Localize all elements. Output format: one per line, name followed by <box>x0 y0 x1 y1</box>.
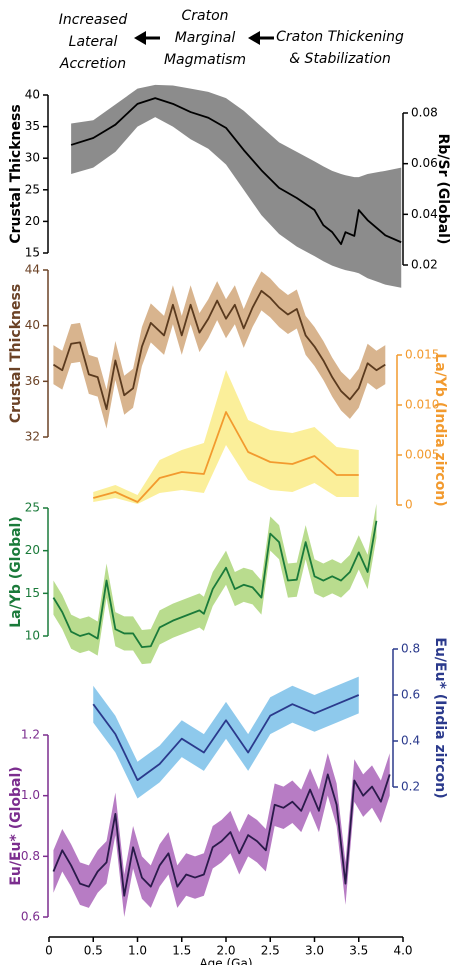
era-annotation: Craton Thickening <box>276 29 404 45</box>
arrow-head <box>134 31 146 45</box>
x-tick-label: 1.0 <box>128 944 147 958</box>
arrow-head <box>248 31 260 45</box>
y-tick-label: 30 <box>25 151 40 165</box>
y-tick-label: 32 <box>25 430 40 444</box>
era-annotation: Magmatism <box>164 52 246 68</box>
y-tick-label: 1.2 <box>21 728 40 742</box>
era-annotation: Lateral <box>69 34 118 50</box>
data-line <box>52 773 391 897</box>
data-line <box>52 289 386 411</box>
y-tick-label: 0.8 <box>401 642 420 656</box>
data-line <box>93 411 359 503</box>
y-tick-label: 20 <box>25 214 40 228</box>
y-tick-label: 0.010 <box>405 398 439 412</box>
y-tick-label: 40 <box>25 88 40 102</box>
axis-label: La/Yb (India zircon) <box>432 353 448 506</box>
uncertainty-band <box>93 676 359 799</box>
y-tick-label: 15 <box>25 586 40 600</box>
era-annotation: Craton <box>181 8 228 24</box>
data-line <box>70 97 402 246</box>
uncertainty-band <box>93 370 359 504</box>
y-tick-label: 35 <box>25 119 40 133</box>
y-tick-label: 15 <box>25 246 40 260</box>
x-axis-label: Age (Ga) <box>199 957 252 965</box>
y-tick-label: 0.4 <box>401 734 420 748</box>
y-tick-label: 0.8 <box>21 849 40 863</box>
era-annotation: Marginal <box>175 30 236 46</box>
y-tick-label: 36 <box>25 374 40 388</box>
axis-label: Rb/Sr (Global) <box>435 134 451 245</box>
era-annotation: Accretion <box>59 56 126 72</box>
y-tick-label: 10 <box>25 629 40 643</box>
axis-label: Eu/Eu* (India zircon) <box>432 637 448 798</box>
y-tick-label: 1.0 <box>21 788 40 802</box>
data-line <box>92 694 360 781</box>
y-tick-label: 0.06 <box>411 156 438 170</box>
x-tick-label: 2.5 <box>261 944 280 958</box>
era-annotation: & Stabilization <box>289 51 391 67</box>
y-tick-label: 0.02 <box>411 258 438 272</box>
y-tick-label: 44 <box>25 263 40 277</box>
x-tick-label: 2.0 <box>216 944 235 958</box>
y-tick-label: 0.015 <box>405 348 439 362</box>
y-tick-label: 0.2 <box>401 780 420 794</box>
y-tick-label: 25 <box>25 182 40 196</box>
x-tick-label: 3.0 <box>305 944 324 958</box>
x-tick-label: 0 <box>45 944 53 958</box>
x-tick-label: 0.5 <box>84 944 103 958</box>
y-tick-label: 0.005 <box>405 448 439 462</box>
y-tick-label: 0.6 <box>401 688 420 702</box>
data-line <box>52 520 378 648</box>
era-arrows <box>134 31 274 45</box>
uncertainty-band <box>53 271 386 429</box>
axis-label: La/Yb (Global) <box>8 516 24 628</box>
y-tick-label: 0 <box>405 498 413 512</box>
axis-label: Eu/Eu* (Global) <box>8 766 24 885</box>
x-tick-label: 1.5 <box>172 944 191 958</box>
uncertainty-band <box>53 753 390 917</box>
uncertainty-band <box>71 84 402 288</box>
y-tick-label: 40 <box>25 318 40 332</box>
x-tick-label: 3.5 <box>349 944 368 958</box>
y-tick-label: 0.04 <box>411 207 438 221</box>
axis-label: Crustal Thickness <box>8 284 24 423</box>
x-tick-label: 4.0 <box>393 944 412 958</box>
y-tick-label: 0.6 <box>21 910 40 924</box>
era-annotation: Increased <box>59 12 128 28</box>
y-tick-label: 0.08 <box>411 106 438 120</box>
y-tick-label: 20 <box>25 543 40 557</box>
y-tick-label: 25 <box>25 501 40 515</box>
axis-label: Crustal Thickness <box>8 104 24 243</box>
